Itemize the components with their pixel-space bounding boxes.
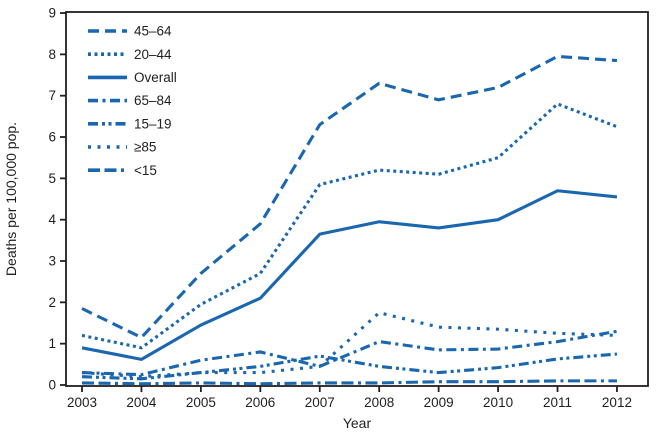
y-tick-label: 7 (48, 88, 56, 103)
legend-label: 45–64 (134, 24, 172, 39)
legend-label: Overall (134, 70, 177, 85)
series-line-15-19 (81, 352, 618, 381)
x-tick-label: 2008 (364, 395, 394, 410)
series-line-65-84 (81, 329, 618, 377)
x-tick-label: 2010 (483, 395, 513, 410)
legend-item: 65–84 (88, 93, 172, 108)
legend-item: ≥85 (88, 140, 156, 155)
x-tick-label: 2004 (126, 395, 157, 410)
y-tick-label: 0 (48, 378, 56, 393)
series-line--85 (81, 311, 618, 379)
legend-label: 15–19 (134, 116, 172, 131)
plot-frame (65, 11, 649, 387)
legend-item: 20–44 (88, 47, 172, 62)
series-line--15 (81, 379, 617, 386)
series-line-45-64 (81, 54, 618, 340)
y-tick-label: 4 (48, 212, 56, 227)
y-tick-label: 9 (48, 6, 56, 21)
y-tick-label: 5 (48, 171, 56, 186)
y-axis-title: Deaths per 100,000 pop. (3, 122, 19, 276)
y-tick-label: 1 (48, 336, 56, 351)
x-tick-label: 2012 (602, 395, 632, 410)
legend-label: ≥85 (134, 140, 156, 155)
y-tick-label: 2 (48, 295, 56, 310)
legend-item: <15 (88, 163, 157, 178)
series-line-Overall (81, 189, 618, 361)
x-tick-label: 2009 (424, 395, 454, 410)
y-tick-label: 6 (48, 130, 56, 145)
series-line-20-44 (81, 102, 618, 350)
legend-item: Overall (88, 70, 177, 85)
legend-label: 65–84 (134, 93, 172, 108)
x-tick-label: 2006 (245, 395, 275, 410)
x-axis-title: Year (343, 415, 372, 431)
x-tick-label: 2005 (186, 395, 216, 410)
legend-label: 20–44 (134, 47, 172, 62)
x-tick-label: 2003 (67, 395, 97, 410)
y-tick-label: 3 (48, 254, 56, 269)
legend-item: 45–64 (88, 24, 172, 39)
legend-label: <15 (134, 163, 157, 178)
legend-item: 15–19 (88, 116, 172, 131)
x-tick-label: 2007 (305, 395, 335, 410)
y-tick-label: 8 (48, 47, 56, 62)
x-tick-label: 2011 (543, 395, 572, 410)
legend: 45–64 20–44 Overall 65–84 15–19 ≥85 <15 (88, 24, 177, 178)
